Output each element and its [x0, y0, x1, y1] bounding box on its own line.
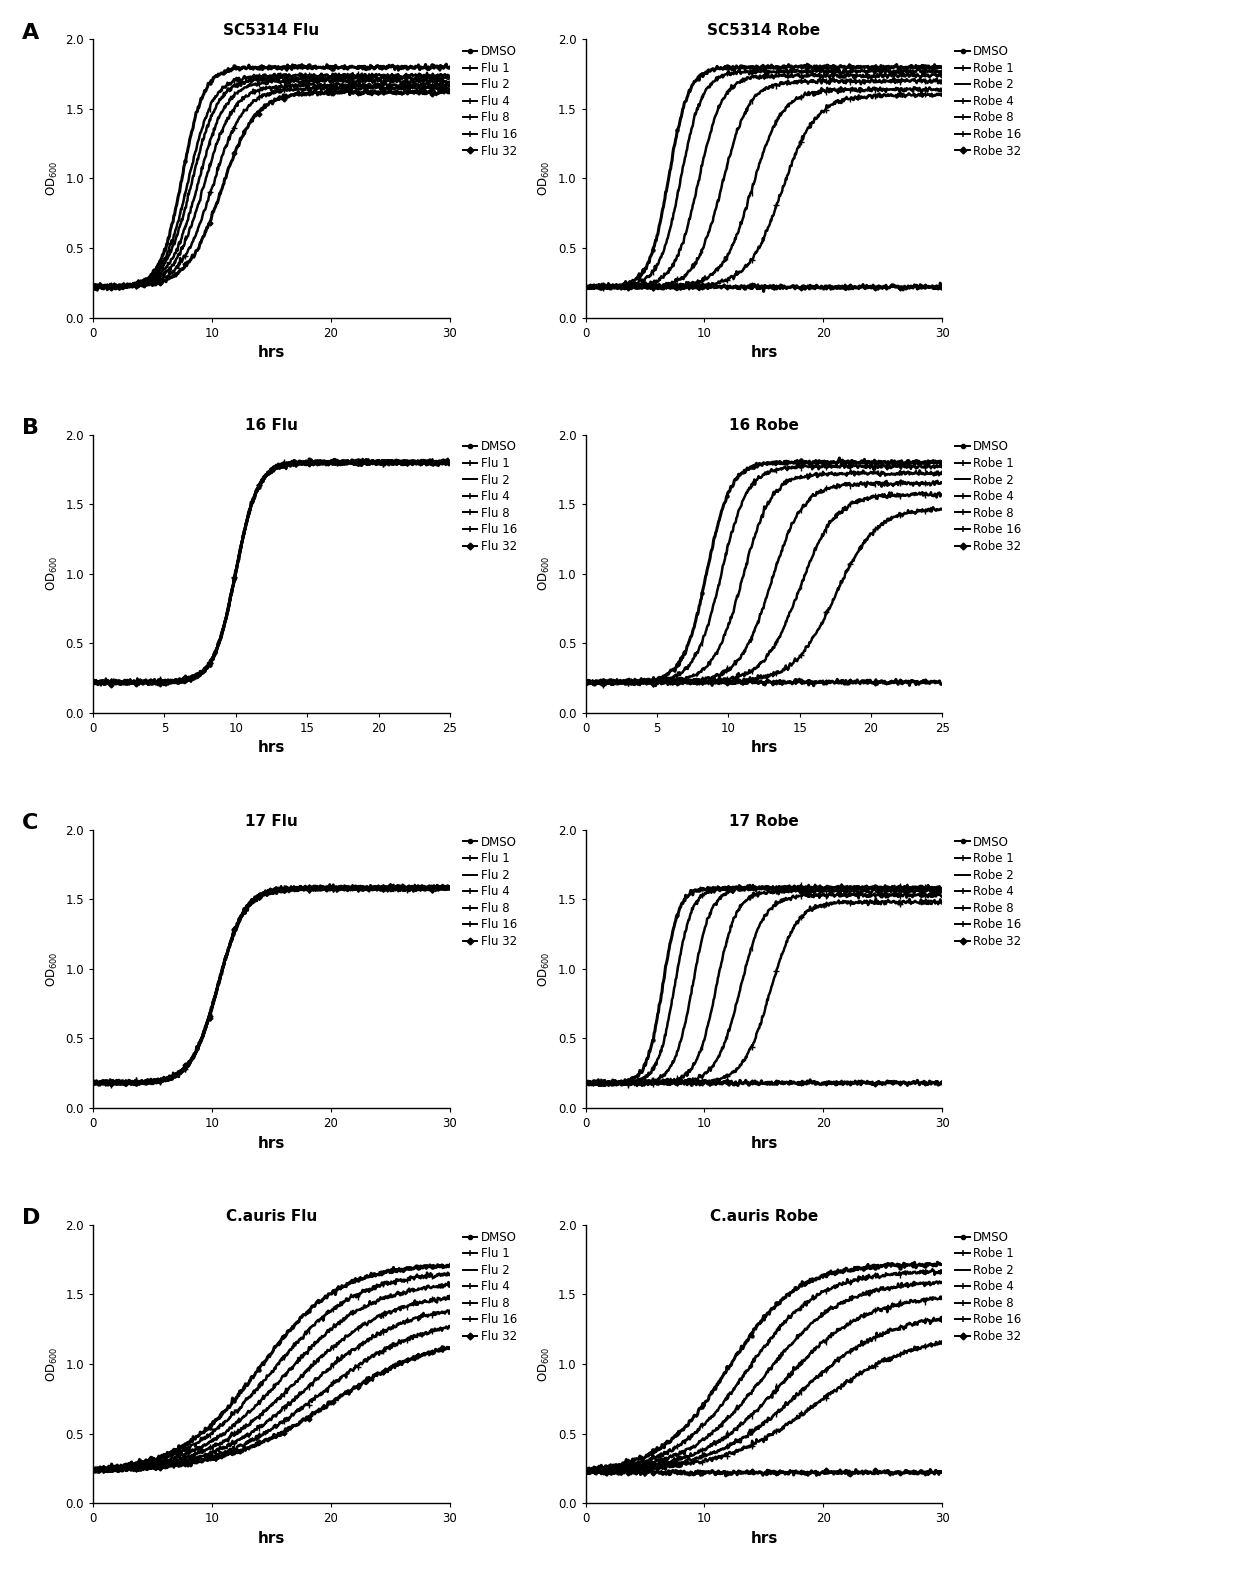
- X-axis label: hrs: hrs: [258, 345, 285, 360]
- Text: C: C: [21, 814, 38, 833]
- Title: 16 Robe: 16 Robe: [729, 419, 799, 433]
- Title: 17 Robe: 17 Robe: [729, 814, 799, 828]
- Title: 16 Flu: 16 Flu: [246, 419, 298, 433]
- X-axis label: hrs: hrs: [750, 1532, 777, 1546]
- Title: 17 Flu: 17 Flu: [246, 814, 298, 828]
- Y-axis label: OD$_{600}$: OD$_{600}$: [45, 1346, 60, 1382]
- X-axis label: hrs: hrs: [258, 1532, 285, 1546]
- Legend: DMSO, Robe 1, Robe 2, Robe 4, Robe 8, Robe 16, Robe 32: DMSO, Robe 1, Robe 2, Robe 4, Robe 8, Ro…: [956, 1231, 1022, 1343]
- Text: A: A: [21, 22, 38, 42]
- Text: B: B: [21, 417, 38, 438]
- Title: C.auris Robe: C.auris Robe: [709, 1209, 818, 1223]
- X-axis label: hrs: hrs: [258, 1135, 285, 1151]
- Y-axis label: OD$_{600}$: OD$_{600}$: [537, 951, 552, 987]
- Legend: DMSO, Flu 1, Flu 2, Flu 4, Flu 8, Flu 16, Flu 32: DMSO, Flu 1, Flu 2, Flu 4, Flu 8, Flu 16…: [463, 46, 517, 157]
- Y-axis label: OD$_{600}$: OD$_{600}$: [537, 161, 552, 197]
- X-axis label: hrs: hrs: [258, 740, 285, 756]
- X-axis label: hrs: hrs: [750, 345, 777, 360]
- Legend: DMSO, Robe 1, Robe 2, Robe 4, Robe 8, Robe 16, Robe 32: DMSO, Robe 1, Robe 2, Robe 4, Robe 8, Ro…: [956, 836, 1022, 948]
- Legend: DMSO, Robe 1, Robe 2, Robe 4, Robe 8, Robe 16, Robe 32: DMSO, Robe 1, Robe 2, Robe 4, Robe 8, Ro…: [956, 46, 1022, 157]
- Title: SC5314 Robe: SC5314 Robe: [707, 24, 821, 38]
- Y-axis label: OD$_{600}$: OD$_{600}$: [537, 556, 552, 592]
- Y-axis label: OD$_{600}$: OD$_{600}$: [45, 161, 60, 197]
- X-axis label: hrs: hrs: [750, 740, 777, 756]
- Y-axis label: OD$_{600}$: OD$_{600}$: [45, 556, 60, 592]
- Title: SC5314 Flu: SC5314 Flu: [223, 24, 320, 38]
- Legend: DMSO, Flu 1, Flu 2, Flu 4, Flu 8, Flu 16, Flu 32: DMSO, Flu 1, Flu 2, Flu 4, Flu 8, Flu 16…: [463, 1231, 517, 1343]
- X-axis label: hrs: hrs: [750, 1135, 777, 1151]
- Title: C.auris Flu: C.auris Flu: [226, 1209, 317, 1223]
- Legend: DMSO, Flu 1, Flu 2, Flu 4, Flu 8, Flu 16, Flu 32: DMSO, Flu 1, Flu 2, Flu 4, Flu 8, Flu 16…: [463, 441, 517, 552]
- Text: D: D: [21, 1209, 40, 1228]
- Y-axis label: OD$_{600}$: OD$_{600}$: [537, 1346, 552, 1382]
- Legend: DMSO, Robe 1, Robe 2, Robe 4, Robe 8, Robe 16, Robe 32: DMSO, Robe 1, Robe 2, Robe 4, Robe 8, Ro…: [956, 441, 1022, 552]
- Y-axis label: OD$_{600}$: OD$_{600}$: [45, 951, 60, 987]
- Legend: DMSO, Flu 1, Flu 2, Flu 4, Flu 8, Flu 16, Flu 32: DMSO, Flu 1, Flu 2, Flu 4, Flu 8, Flu 16…: [463, 836, 517, 948]
